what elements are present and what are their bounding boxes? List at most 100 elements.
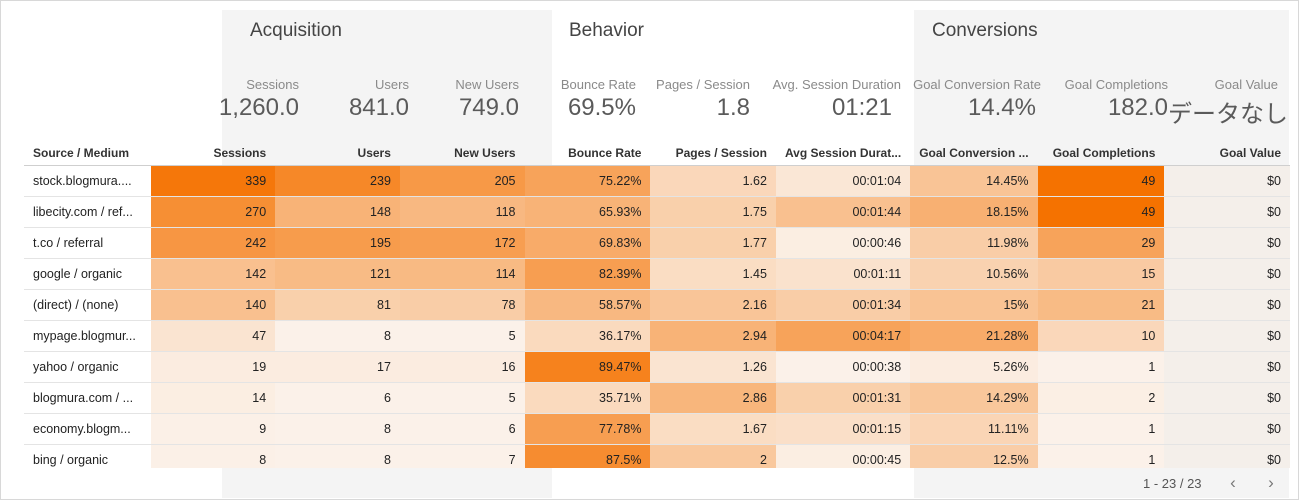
table-row[interactable]: (direct) / (none) 140 81 78 58.57% 2.16 00:01:…	[24, 289, 1290, 321]
table-cell-avg-session-duration: 00:01:15	[775, 413, 911, 445]
table-cell-goal-conversion-rate: 5.26%	[910, 351, 1038, 383]
conversions-title: Conversions	[932, 20, 1038, 41]
table-cell-new-users: 5	[399, 320, 525, 352]
table-cell-bounce-rate: 82.39%	[524, 258, 651, 290]
kpi-label-avg-session-duration: Avg. Session Duration	[772, 77, 901, 92]
kpi-label-new-users: New Users	[455, 77, 519, 92]
table-cell-goal-value: $0	[1164, 289, 1290, 321]
table-row[interactable]: stock.blogmura.... 339 239 205 75.22% 1.62 00:…	[24, 165, 1290, 197]
table-cell-users: 8	[275, 413, 400, 445]
table-cell-avg-session-duration: 00:01:04	[775, 165, 911, 197]
table-cell-new-users: 7	[399, 444, 525, 468]
table-cell-source-medium: blogmura.com / ...	[24, 382, 151, 414]
table-cell-avg-session-duration: 00:01:44	[775, 196, 911, 228]
kpi-label-pages-per-session: Pages / Session	[656, 77, 750, 92]
table-row[interactable]: google / organic 142 121 114 82.39% 1.45 00:01…	[24, 258, 1290, 290]
column-header-goal-completions[interactable]: Goal Completions	[1037, 141, 1165, 166]
table-cell-avg-session-duration: 00:01:34	[775, 289, 911, 321]
table-cell-goal-value: $0	[1164, 444, 1290, 468]
table-cell-sessions: 19	[150, 351, 276, 383]
behavior-title: Behavior	[569, 20, 644, 41]
table-cell-goal-completions: 2	[1037, 382, 1165, 414]
table-row[interactable]: economy.blogm... 9 8 6 77.78% 1.67 00:01:15 11.…	[24, 413, 1290, 445]
table-cell-sessions: 9	[150, 413, 276, 445]
table-cell-new-users: 118	[399, 196, 525, 228]
chevron-right-icon[interactable]: ›	[1268, 473, 1274, 492]
table-cell-goal-completions: 49	[1037, 196, 1165, 228]
table-cell-bounce-rate: 69.83%	[524, 227, 651, 259]
column-header-source-medium[interactable]: Source / Medium	[24, 141, 151, 166]
chevron-left-icon[interactable]: ‹	[1230, 473, 1236, 492]
table-cell-pages-per-session: 2.16	[650, 289, 776, 321]
table-cell-new-users: 205	[399, 165, 525, 197]
column-header-goal-value[interactable]: Goal Value	[1164, 141, 1290, 166]
table-cell-goal-conversion-rate: 11.11%	[910, 413, 1038, 445]
table-cell-source-medium: economy.blogm...	[24, 413, 151, 445]
table-cell-sessions: 270	[150, 196, 276, 228]
table-cell-goal-completions: 29	[1037, 227, 1165, 259]
table-cell-users: 195	[275, 227, 400, 259]
table-cell-goal-value: $0	[1164, 227, 1290, 259]
column-header-sessions[interactable]: Sessions	[150, 141, 276, 166]
table-cell-new-users: 6	[399, 413, 525, 445]
table-cell-goal-completions: 1	[1037, 413, 1165, 445]
table-cell-source-medium: t.co / referral	[24, 227, 151, 259]
table-row[interactable]: libecity.com / ref... 270 148 118 65.93% 1.75…	[24, 196, 1290, 228]
table-cell-pages-per-session: 1.77	[650, 227, 776, 259]
table-cell-source-medium: yahoo / organic	[24, 351, 151, 383]
table-cell-goal-conversion-rate: 14.45%	[910, 165, 1038, 197]
table-cell-bounce-rate: 65.93%	[524, 196, 651, 228]
table-row[interactable]: t.co / referral 242 195 172 69.83% 1.77 00:00:…	[24, 227, 1290, 259]
table-cell-pages-per-session: 1.62	[650, 165, 776, 197]
table-cell-bounce-rate: 75.22%	[524, 165, 651, 197]
table-cell-pages-per-session: 2.94	[650, 320, 776, 352]
column-header-users[interactable]: Users	[275, 141, 400, 166]
table-row[interactable]: yahoo / organic 19 17 16 89.47% 1.26 00:00:38 5…	[24, 351, 1290, 383]
table-cell-bounce-rate: 87.5%	[524, 444, 651, 468]
column-header-new-users[interactable]: New Users	[399, 141, 525, 166]
column-header-pages-per-session[interactable]: Pages / Session	[650, 141, 776, 166]
column-header-goal-conversion-rate[interactable]: Goal Conversion ...	[910, 141, 1038, 166]
acquisition-title: Acquisition	[250, 20, 342, 41]
table-cell-bounce-rate: 36.17%	[524, 320, 651, 352]
table-cell-goal-value: $0	[1164, 413, 1290, 445]
kpi-label-goal-completions: Goal Completions	[1064, 77, 1168, 92]
table-cell-goal-value: $0	[1164, 382, 1290, 414]
kpi-label-goal-value: Goal Value	[1214, 77, 1278, 92]
table-cell-avg-session-duration: 00:00:38	[775, 351, 911, 383]
table-cell-new-users: 114	[399, 258, 525, 290]
table-cell-goal-completions: 15	[1037, 258, 1165, 290]
table-cell-goal-conversion-rate: 14.29%	[910, 382, 1038, 414]
table-cell-goal-conversion-rate: 12.5%	[910, 444, 1038, 468]
table-row[interactable]: blogmura.com / ... 14 6 5 35.71% 2.86 00:01:31…	[24, 382, 1290, 414]
table-cell-goal-conversion-rate: 18.15%	[910, 196, 1038, 228]
kpi-label-users: Users	[375, 77, 409, 92]
kpi-value-goal-conversion-rate: 14.4%	[967, 94, 1036, 121]
table-cell-source-medium: (direct) / (none)	[24, 289, 151, 321]
kpi-value-sessions: 1,260.0	[218, 94, 299, 121]
table-cell-goal-value: $0	[1164, 258, 1290, 290]
column-header-bounce-rate[interactable]: Bounce Rate	[524, 141, 651, 166]
kpi-label-goal-conversion-rate: Goal Conversion Rate	[913, 77, 1041, 92]
table-cell-users: 81	[275, 289, 400, 321]
table-cell-avg-session-duration: 00:01:11	[775, 258, 911, 290]
table-cell-new-users: 16	[399, 351, 525, 383]
table-row[interactable]: mypage.blogmur... 47 8 5 36.17% 2.94 00:04:17 2…	[24, 320, 1290, 352]
table-cell-goal-conversion-rate: 10.56%	[910, 258, 1038, 290]
table-cell-goal-value: $0	[1164, 165, 1290, 197]
data-table-viewport[interactable]: Source / Medium Sessions Users New Users Bou…	[24, 141, 1290, 468]
table-cell-source-medium: mypage.blogmur...	[24, 320, 151, 352]
kpi-label-bounce-rate: Bounce Rate	[560, 77, 636, 92]
table-cell-sessions: 242	[150, 227, 276, 259]
column-header-avg-session-duration[interactable]: Avg Session Durat...	[775, 141, 911, 166]
table-cell-pages-per-session: 1.75	[650, 196, 776, 228]
table-cell-users: 17	[275, 351, 400, 383]
table-cell-source-medium: google / organic	[24, 258, 151, 290]
table-cell-new-users: 78	[399, 289, 525, 321]
table-cell-source-medium: libecity.com / ref...	[24, 196, 151, 228]
table-cell-bounce-rate: 77.78%	[524, 413, 651, 445]
table-row[interactable]: bing / organic 8 8 7 87.5% 2 00:00:45 12.5% 1 $0	[24, 444, 1290, 468]
table-header-row: Source / Medium Sessions Users New Users Bou…	[24, 141, 1290, 166]
table-cell-goal-conversion-rate: 11.98%	[910, 227, 1038, 259]
